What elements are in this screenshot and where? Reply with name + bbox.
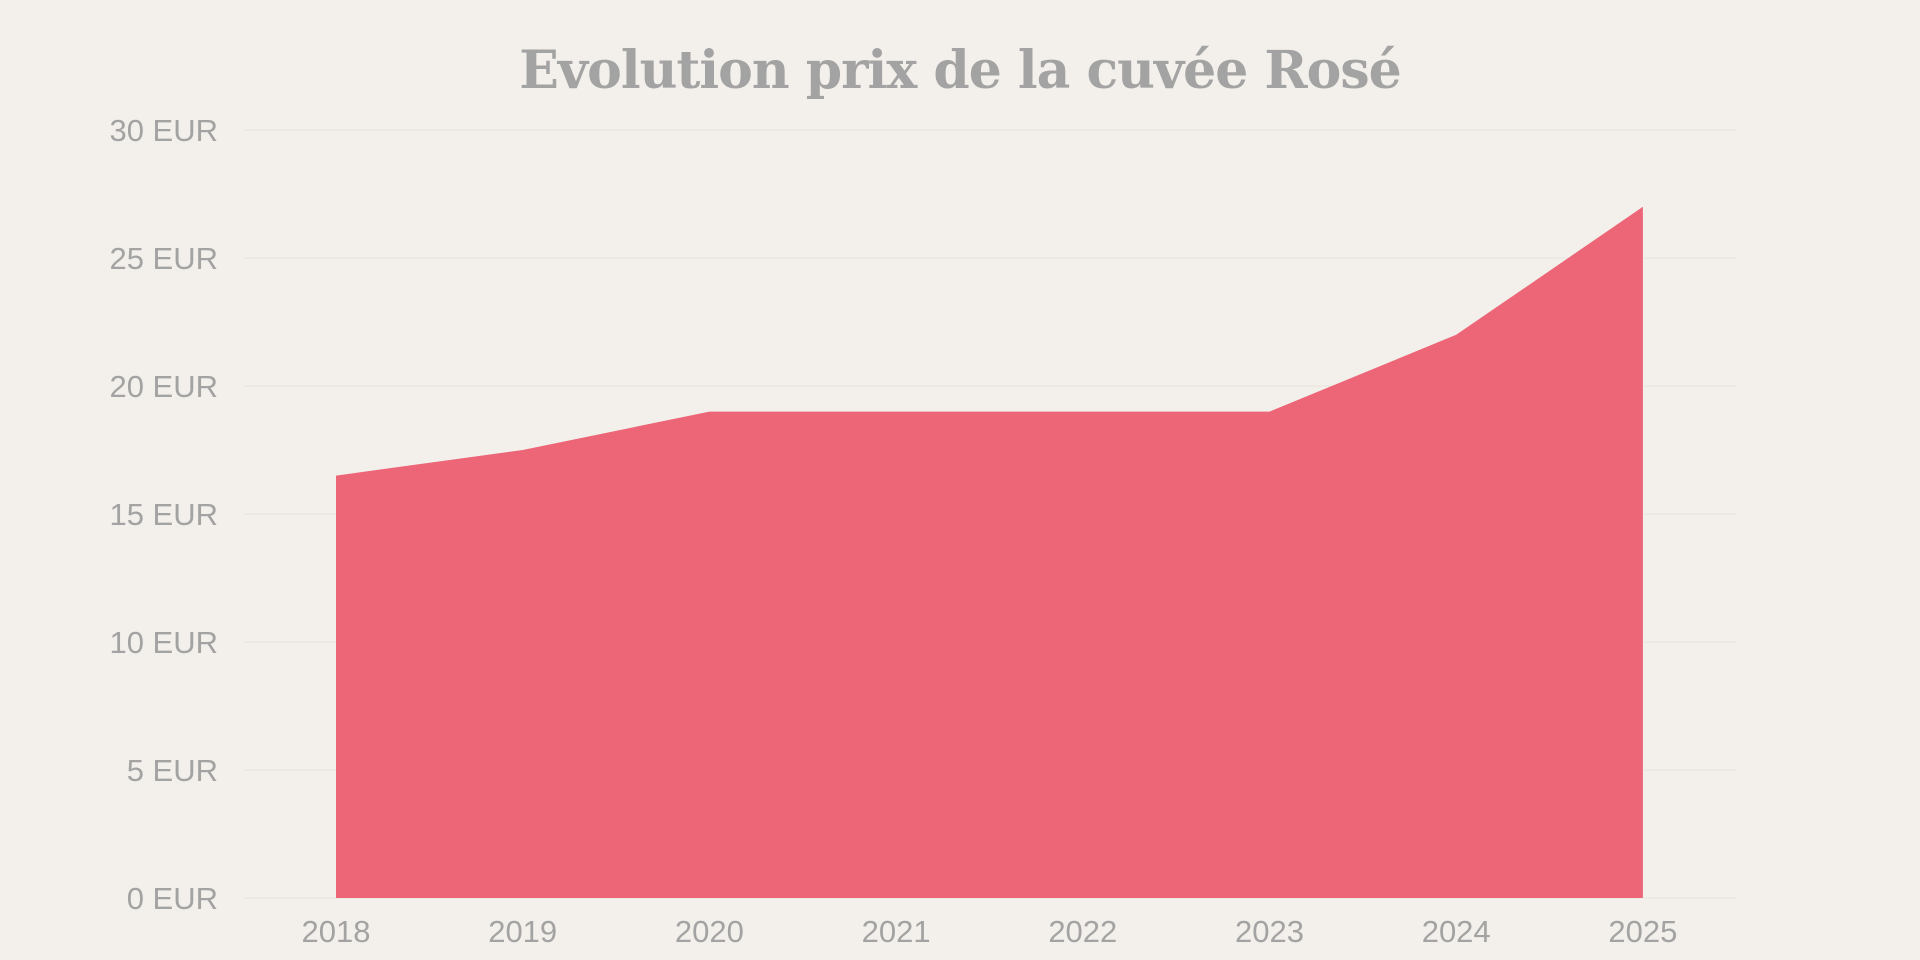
x-tick-label: 2021 (862, 914, 931, 949)
y-tick-label: 5 EUR (127, 753, 218, 788)
y-tick-label: 15 EUR (109, 497, 218, 532)
y-tick-label: 0 EUR (127, 881, 218, 916)
x-tick-label: 2022 (1048, 914, 1117, 949)
x-tick-label: 2025 (1608, 914, 1677, 949)
x-tick-label: 2018 (302, 914, 371, 949)
y-tick-label: 20 EUR (109, 369, 218, 404)
y-axis: 0 EUR 5 EUR 10 EUR 15 EUR 20 EUR 25 EUR 30 EUR (109, 113, 218, 916)
y-tick-label: 10 EUR (109, 625, 218, 660)
y-tick-label: 25 EUR (109, 241, 218, 276)
y-tick-label: 30 EUR (109, 113, 218, 148)
x-axis: 2018 2019 2020 2021 2022 2023 2024 2025 (302, 914, 1678, 949)
x-tick-label: 2020 (675, 914, 744, 949)
chart-title: Evolution prix de la cuvée Rosé (519, 40, 1401, 101)
x-tick-label: 2023 (1235, 914, 1304, 949)
price-area (336, 206, 1643, 899)
x-tick-label: 2019 (488, 914, 557, 949)
x-tick-label: 2024 (1422, 914, 1491, 949)
